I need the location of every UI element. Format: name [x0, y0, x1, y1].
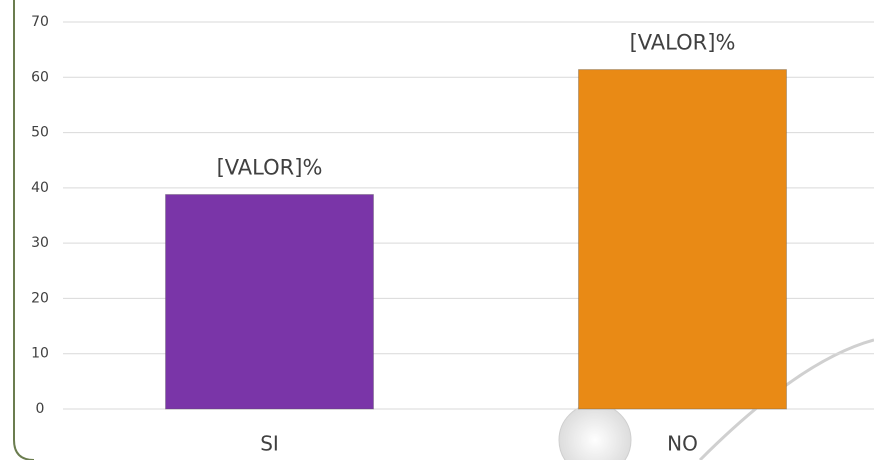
y-tick-label: 30	[31, 235, 49, 251]
bar	[165, 193, 374, 410]
y-tick-label: 0	[36, 401, 45, 417]
decoration	[558, 403, 632, 460]
data-label: [VALOR]%	[630, 31, 736, 55]
x-tick-label: NO	[667, 432, 698, 456]
y-tick-label: 40	[31, 180, 49, 196]
data-label: [VALOR]%	[217, 155, 323, 179]
y-tick-label: 70	[31, 14, 49, 30]
y-tick-label: 20	[31, 290, 49, 306]
y-tick-label: 10	[31, 346, 49, 362]
bar	[578, 69, 787, 410]
y-tick-label: 60	[31, 69, 49, 85]
decoration-arc	[698, 338, 874, 460]
y-tick-label: 50	[31, 125, 49, 141]
x-tick-label: SI	[260, 432, 279, 456]
